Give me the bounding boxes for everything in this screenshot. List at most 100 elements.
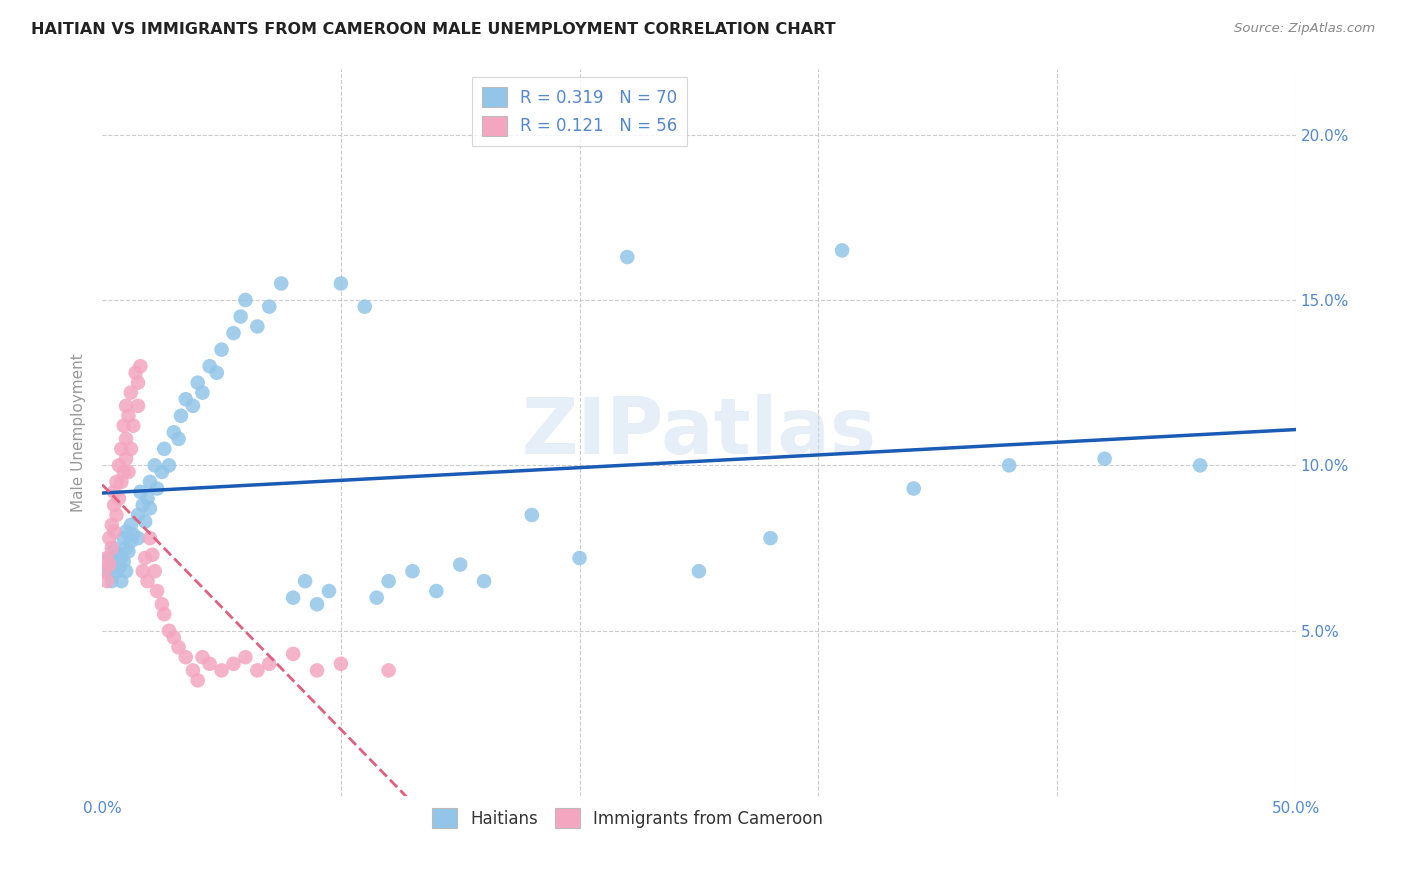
Y-axis label: Male Unemployment: Male Unemployment [72,353,86,512]
Point [329,277,352,291]
Point [153,442,176,456]
Point [136,574,159,588]
Point [108,458,131,473]
Point [318,584,340,599]
Point [998,458,1021,473]
Point [110,442,132,456]
Point [132,498,155,512]
Point [1094,451,1116,466]
Point [157,624,180,638]
Point [283,647,305,661]
Point [568,551,591,566]
Point [401,564,423,578]
Point [187,673,209,688]
Point [105,564,128,578]
Point [134,551,156,566]
Point [117,544,139,558]
Point [211,664,233,678]
Point [117,465,139,479]
Point [96,574,118,588]
Point [112,418,135,433]
Point [1189,458,1212,473]
Point [211,343,233,357]
Point [120,442,142,456]
Point [112,465,135,479]
Point [831,244,853,258]
Point [122,528,145,542]
Point [108,548,131,562]
Point [163,631,186,645]
Point [170,409,193,423]
Point [120,517,142,532]
Point [229,310,252,324]
Point [96,564,118,578]
Point [103,484,125,499]
Point [222,326,245,340]
Point [98,551,121,566]
Point [246,664,269,678]
Point [136,491,159,506]
Point [129,359,152,373]
Point [283,591,305,605]
Point [205,366,228,380]
Point [688,564,710,578]
Point [100,517,122,532]
Point [108,491,131,506]
Point [157,458,180,473]
Point [127,399,149,413]
Point [117,409,139,423]
Point [259,657,281,671]
Point [146,482,169,496]
Point [329,657,352,671]
Point [903,482,925,496]
Legend: Haitians, Immigrants from Cameroon: Haitians, Immigrants from Cameroon [425,801,830,835]
Point [153,607,176,622]
Point [353,300,375,314]
Point [425,584,447,599]
Text: HAITIAN VS IMMIGRANTS FROM CAMEROON MALE UNEMPLOYMENT CORRELATION CHART: HAITIAN VS IMMIGRANTS FROM CAMEROON MALE… [31,22,835,37]
Point [115,432,138,446]
Point [366,591,388,605]
Point [96,551,118,566]
Point [449,558,471,572]
Point [134,515,156,529]
Point [150,597,173,611]
Point [115,541,138,555]
Point [305,597,328,611]
Point [377,574,399,588]
Point [105,508,128,522]
Point [139,501,162,516]
Point [105,475,128,489]
Point [110,551,132,566]
Point [187,376,209,390]
Point [115,564,138,578]
Point [181,664,204,678]
Point [122,418,145,433]
Point [143,458,166,473]
Point [132,564,155,578]
Point [305,664,328,678]
Point [103,498,125,512]
Point [191,385,214,400]
Point [167,640,190,655]
Point [93,564,115,578]
Point [112,531,135,545]
Point [127,531,149,545]
Point [167,432,190,446]
Point [124,366,146,380]
Point [127,376,149,390]
Point [163,425,186,440]
Point [246,319,269,334]
Point [110,475,132,489]
Point [115,524,138,539]
Point [146,584,169,599]
Point [270,277,292,291]
Point [110,574,132,588]
Point [100,574,122,588]
Point [174,650,197,665]
Point [181,399,204,413]
Point [115,399,138,413]
Point [377,664,399,678]
Point [120,534,142,549]
Point [198,359,221,373]
